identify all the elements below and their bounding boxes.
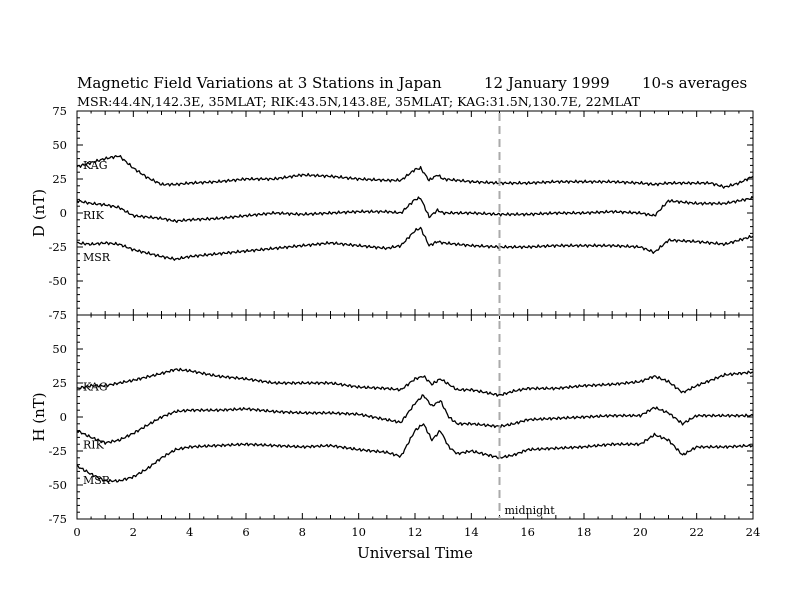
x-tick-label: 10 <box>351 525 366 539</box>
y-tick-label: -75 <box>48 308 67 322</box>
y-tick-label: 50 <box>52 138 67 152</box>
series-label-kag: KAG <box>83 159 108 172</box>
y-tick-label: 50 <box>52 342 67 356</box>
x-tick-label: 22 <box>689 525 704 539</box>
y-tick-label: 0 <box>60 206 67 220</box>
y-tick-label: 75 <box>52 104 67 118</box>
y-tick-label: 25 <box>52 376 67 390</box>
x-tick-label: 24 <box>746 525 761 539</box>
x-tick-label: 4 <box>186 525 193 539</box>
y-tick-label: 0 <box>60 410 67 424</box>
top-plot-frame <box>76 110 754 316</box>
y-tick-label: -50 <box>48 478 67 492</box>
x-tick-label: 18 <box>577 525 592 539</box>
figure-date: 12 January 1999 <box>484 74 610 92</box>
series-line-rik <box>76 394 754 445</box>
bottom-plot-frame <box>76 314 754 520</box>
y-tick-label: -25 <box>48 240 67 254</box>
x-tick-label: 14 <box>464 525 479 539</box>
series-line-msr <box>76 423 754 483</box>
figure-title: Magnetic Field Variations at 3 Stations … <box>77 74 442 92</box>
series-label-msr: MSR <box>83 474 111 487</box>
series-line-kag <box>76 154 754 189</box>
series-line-msr <box>77 226 754 261</box>
series-line-rik <box>76 196 754 224</box>
y-tick-label: -75 <box>48 512 67 526</box>
series-label-rik: RIK <box>83 439 105 452</box>
x-tick-label: 12 <box>408 525 423 539</box>
x-tick-label: 8 <box>299 525 306 539</box>
y-tick-label: -25 <box>48 444 67 458</box>
x-tick-label: 20 <box>633 525 648 539</box>
series-label-rik: RIK <box>83 209 105 222</box>
y-tick-label: -50 <box>48 274 67 288</box>
x-axis-label: Universal Time <box>357 544 473 562</box>
d-component-panel: -75 -50 -25 0 25 50 75 D (nT) KAG RIK MSR <box>30 104 754 322</box>
x-tick-label: 16 <box>520 525 535 539</box>
midnight-label: midnight <box>505 504 556 517</box>
station-coordinates: MSR:44.4N,142.3E, 35MLAT; RIK:43.5N,143.… <box>77 94 641 109</box>
x-tick-label: 2 <box>130 525 137 539</box>
y-tick-label: 25 <box>52 172 67 186</box>
x-tick-label: 0 <box>73 525 80 539</box>
series-label-kag: KAG <box>83 380 108 393</box>
series-line-kag <box>76 367 754 397</box>
figure-averaging: 10-s averages <box>642 74 747 92</box>
x-tick-label: 6 <box>242 525 249 539</box>
bottom-y-axis-label: H (nT) <box>30 392 48 441</box>
series-label-msr: MSR <box>83 251 111 264</box>
top-y-axis-label: D (nT) <box>30 189 48 237</box>
